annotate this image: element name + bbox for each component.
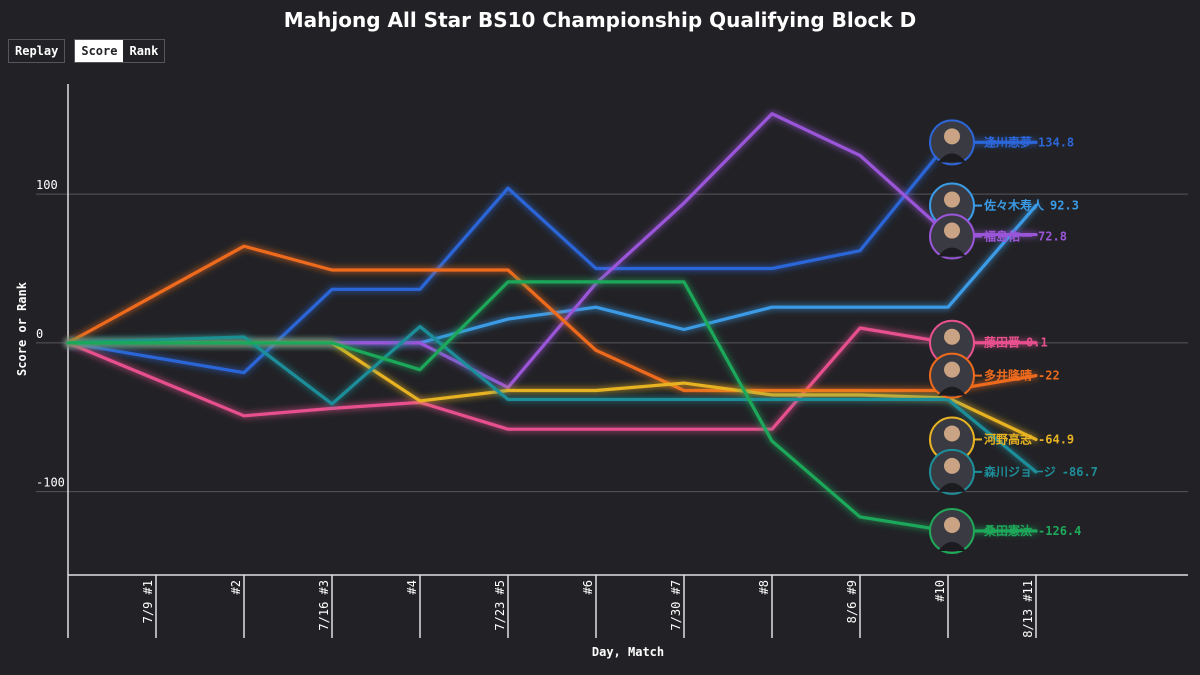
series-name: 逢川恵夢 [984, 134, 1032, 149]
series-name: 河野高志 [983, 431, 1032, 446]
replay-button[interactable]: Replay [8, 39, 66, 63]
y-axis-title: Score or Rank [15, 281, 29, 376]
x-tick-label: #8 [757, 580, 771, 594]
x-tick-label: 7/23 #5 [493, 580, 507, 631]
avatar-head [944, 328, 960, 345]
series-end-label: 福島佑一 72.8 [983, 229, 1067, 244]
series-score: -22 [1038, 369, 1060, 383]
x-axis-title: Day, Match [592, 645, 664, 659]
x-tick-label: #6 [581, 580, 595, 594]
x-tick-label: 8/6 #9 [845, 580, 859, 623]
series-line [66, 326, 1038, 431]
avatar-body [938, 153, 966, 163]
avatar-head [944, 361, 960, 378]
series-name: 多井隆晴 [984, 368, 1032, 383]
series-end-label: 多井隆晴 -22 [984, 368, 1060, 383]
series-score: -64.9 [1038, 432, 1074, 446]
y-tick-label: 0 [36, 327, 43, 341]
series-end-label: 逢川恵夢 134.8 [984, 134, 1074, 149]
series-score: -126.4 [1038, 524, 1081, 538]
x-tick-label: 8/13 #11 [1021, 580, 1035, 638]
series-name: 福島佑一 [983, 229, 1032, 244]
x-tick-label: 7/9 #1 [141, 580, 155, 623]
player-label: 福島佑一 72.8 [929, 213, 1067, 260]
avatar-head [944, 128, 960, 145]
series-name: 森川ジョージ [984, 464, 1056, 479]
series-end-label: 藤田晋 0.1 [983, 335, 1048, 350]
series-score: -86.7 [1062, 465, 1098, 479]
avatar-head [944, 222, 960, 239]
avatar-body [938, 386, 966, 396]
series-line [66, 112, 1038, 390]
x-tick-label: #2 [229, 580, 243, 594]
series-line [66, 140, 1038, 375]
player-label: 桑田憲汰 -126.4 [929, 507, 1081, 554]
series-name: 藤田晋 [983, 335, 1020, 350]
x-tick-label: #10 [933, 580, 947, 602]
series-end-label: 桑田憲汰 -126.4 [984, 523, 1081, 538]
rank-view-button[interactable]: Rank [123, 40, 165, 62]
series-score: 72.8 [1038, 230, 1067, 244]
y-tick-label: -100 [36, 476, 65, 490]
y-tick-label: 100 [36, 178, 58, 192]
player-label: 多井隆晴 -22 [929, 352, 1060, 399]
chart-controls: Replay Score Rank [8, 39, 166, 63]
view-toggle: Score Rank [74, 39, 166, 63]
avatar-head [944, 191, 960, 208]
x-tick-label: 7/16 #3 [317, 580, 331, 631]
series-line [66, 324, 1038, 474]
series-name: 桑田憲汰 [984, 523, 1033, 538]
series-score: 0.1 [1026, 336, 1048, 350]
avatar-body [938, 247, 966, 257]
avatar-body [938, 541, 966, 551]
series-line [66, 244, 1038, 393]
avatar-head [944, 425, 960, 442]
series-name: 佐々木寿人 [983, 198, 1045, 213]
avatar-head [944, 516, 960, 533]
avatar-body [938, 482, 966, 492]
x-tick-label: #4 [405, 580, 419, 594]
series-score: 92.3 [1050, 199, 1079, 213]
series-line [66, 280, 1038, 533]
avatar-head [944, 457, 960, 474]
series-end-label: 佐々木寿人 92.3 [983, 198, 1079, 213]
series-score: 134.8 [1038, 135, 1074, 149]
player-label: 逢川恵夢 134.8 [929, 119, 1074, 166]
score-view-button[interactable]: Score [75, 40, 124, 62]
chart-title: Mahjong All Star BS10 Championship Quali… [283, 8, 917, 32]
series-end-label: 森川ジョージ -86.7 [984, 464, 1098, 479]
player-label: 森川ジョージ -86.7 [929, 448, 1098, 495]
series-end-label: 河野高志 -64.9 [983, 431, 1074, 446]
x-tick-label: 7/30 #7 [669, 580, 683, 631]
